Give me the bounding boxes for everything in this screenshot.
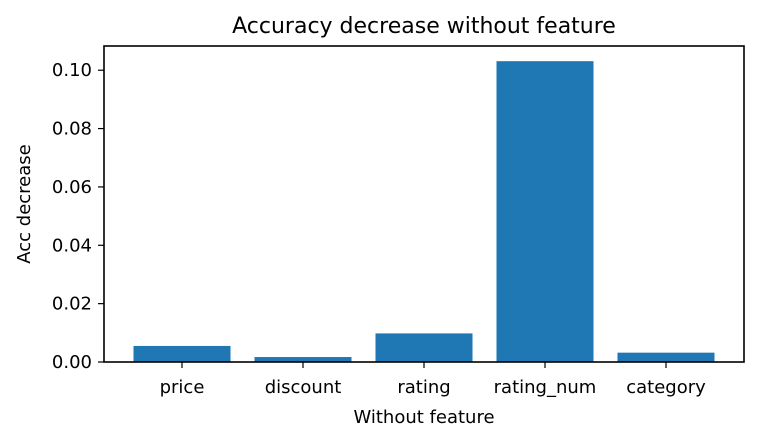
- y-tick-label: 0.10: [52, 60, 92, 81]
- x-tick-label: category: [626, 377, 706, 398]
- y-tick-label: 0.00: [52, 352, 92, 373]
- y-axis-label: Acc decrease: [14, 144, 35, 263]
- bar-category: [617, 352, 715, 362]
- x-tick-label: price: [160, 377, 205, 398]
- chart-title: Accuracy decrease without feature: [232, 14, 616, 39]
- bar-rating: [375, 333, 473, 362]
- y-tick-label: 0.02: [52, 294, 92, 315]
- y-tick-label: 0.06: [52, 177, 92, 198]
- x-tick-label: rating_num: [494, 377, 597, 398]
- x-tick-label: rating: [397, 377, 450, 398]
- y-tick-label: 0.04: [52, 235, 92, 256]
- x-axis-ticks: price discount rating rating_num category: [160, 362, 706, 398]
- x-axis-label: Without feature: [353, 407, 494, 428]
- y-axis-ticks: 0.00 0.02 0.04 0.06 0.08 0.10: [52, 60, 104, 373]
- plot-frame: [103, 45, 745, 363]
- bars-group: [133, 61, 715, 362]
- bar-rating-num: [496, 61, 594, 362]
- bar-discount: [254, 357, 352, 362]
- y-tick-label: 0.08: [52, 119, 92, 140]
- bar-price: [133, 345, 231, 362]
- x-tick-label: discount: [265, 377, 342, 398]
